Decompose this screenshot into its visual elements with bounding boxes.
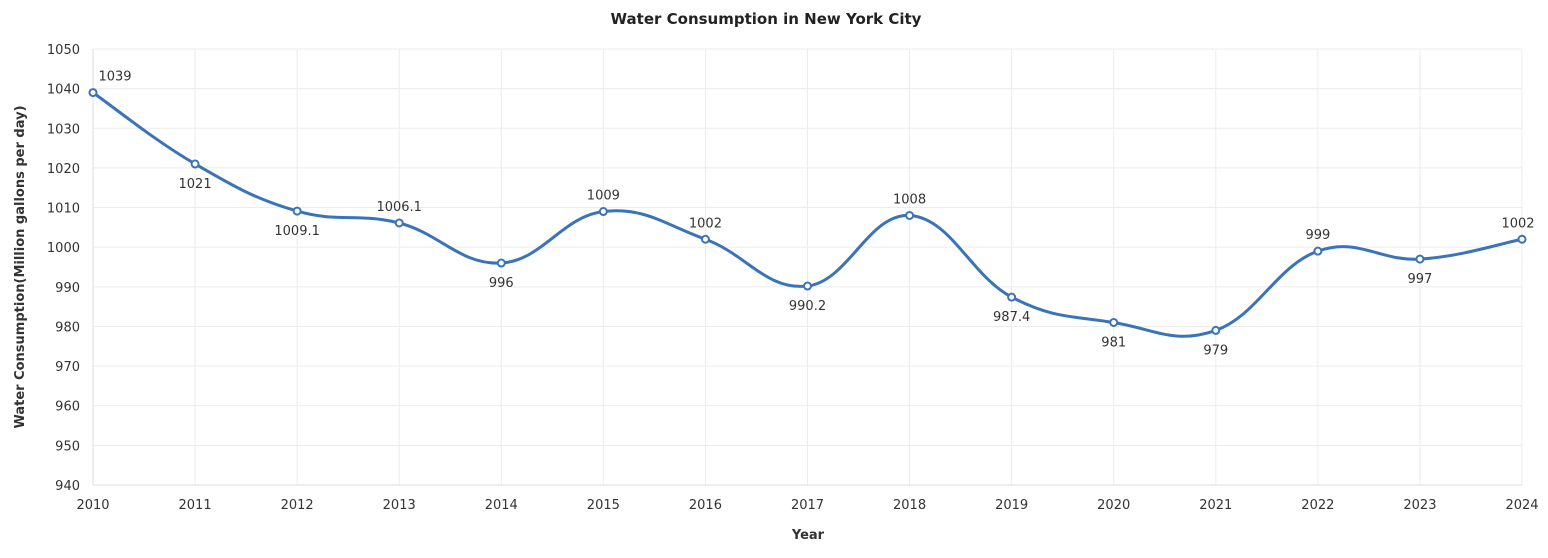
data-label: 1002 — [689, 216, 722, 231]
x-tick-label: 2010 — [76, 498, 109, 513]
data-point — [1109, 317, 1119, 327]
y-tick-label: 1000 — [47, 241, 80, 256]
data-label: 979 — [1203, 343, 1228, 358]
y-tick-label: 1010 — [47, 202, 80, 217]
y-tick-label: 980 — [55, 320, 80, 335]
x-tick-label: 2017 — [791, 498, 824, 513]
data-point — [1313, 246, 1323, 256]
x-tick-label: 2016 — [689, 498, 722, 513]
data-label: 1021 — [179, 177, 212, 192]
x-tick-label: 2013 — [383, 498, 416, 513]
y-tick-label: 970 — [55, 360, 80, 375]
data-points: 1039 1021 1009.1 1006.1 996 1009 1002 990.2 1008… — [88, 70, 1535, 358]
data-point — [803, 281, 812, 291]
y-tick-label: 1030 — [47, 122, 80, 137]
data-point — [496, 258, 506, 268]
data-point — [700, 234, 710, 244]
data-point — [1415, 254, 1425, 264]
data-point — [190, 159, 200, 169]
data-label: 1009 — [587, 189, 620, 204]
y-tick-label: 1020 — [47, 162, 80, 177]
x-tick-label: 2011 — [179, 498, 212, 513]
data-point — [88, 88, 98, 98]
x-tick-label: 2014 — [485, 498, 518, 513]
data-point — [394, 218, 404, 228]
grid — [92, 48, 1523, 486]
data-label: 997 — [1408, 272, 1433, 287]
x-tick-label: 2020 — [1097, 498, 1130, 513]
y-tick-label: 940 — [55, 479, 80, 494]
data-label: 1006.1 — [376, 200, 422, 215]
x-tick-label: 2018 — [893, 498, 926, 513]
x-tick-label: 2019 — [995, 498, 1028, 513]
data-point — [1007, 292, 1017, 302]
x-tick-label: 2015 — [587, 498, 620, 513]
data-label: 1008 — [893, 192, 926, 207]
data-label: 990.2 — [789, 299, 826, 314]
data-point — [1517, 234, 1527, 244]
data-label: 1002 — [1501, 216, 1534, 231]
y-tick-label: 950 — [55, 439, 80, 454]
x-tick-label: 2012 — [281, 498, 314, 513]
data-point — [905, 210, 915, 220]
data-label: 1009.1 — [274, 224, 320, 239]
y-axis-label: Water Consumption(Million gallons per da… — [13, 105, 28, 428]
data-label: 981 — [1101, 335, 1126, 350]
y-tick-label: 1040 — [47, 83, 80, 98]
data-label: 996 — [489, 276, 514, 291]
data-point — [292, 206, 302, 216]
x-tick-label: 2023 — [1403, 498, 1436, 513]
x-tick-label: 2022 — [1301, 498, 1334, 513]
y-tick-label: 960 — [55, 400, 80, 415]
x-tick-label: 2024 — [1505, 498, 1538, 513]
y-tick-label: 1050 — [47, 43, 80, 58]
data-point — [598, 207, 608, 217]
x-axis-label: Year — [791, 528, 825, 543]
x-tick-label: 2021 — [1199, 498, 1232, 513]
data-label: 1039 — [98, 70, 131, 85]
data-label: 987.4 — [993, 310, 1030, 325]
x-axis: 2010 2011 2012 2013 2014 2015 2016 2017 2018 2019… — [76, 498, 1538, 513]
data-point — [1211, 325, 1221, 335]
data-label: 999 — [1305, 228, 1330, 243]
y-axis: 940 950 960 970 980 990 1000 1010 1020 1030 1040 10… — [47, 43, 80, 494]
y-tick-label: 990 — [55, 281, 80, 296]
chart-title: Water Consumption in New York City — [611, 10, 922, 28]
